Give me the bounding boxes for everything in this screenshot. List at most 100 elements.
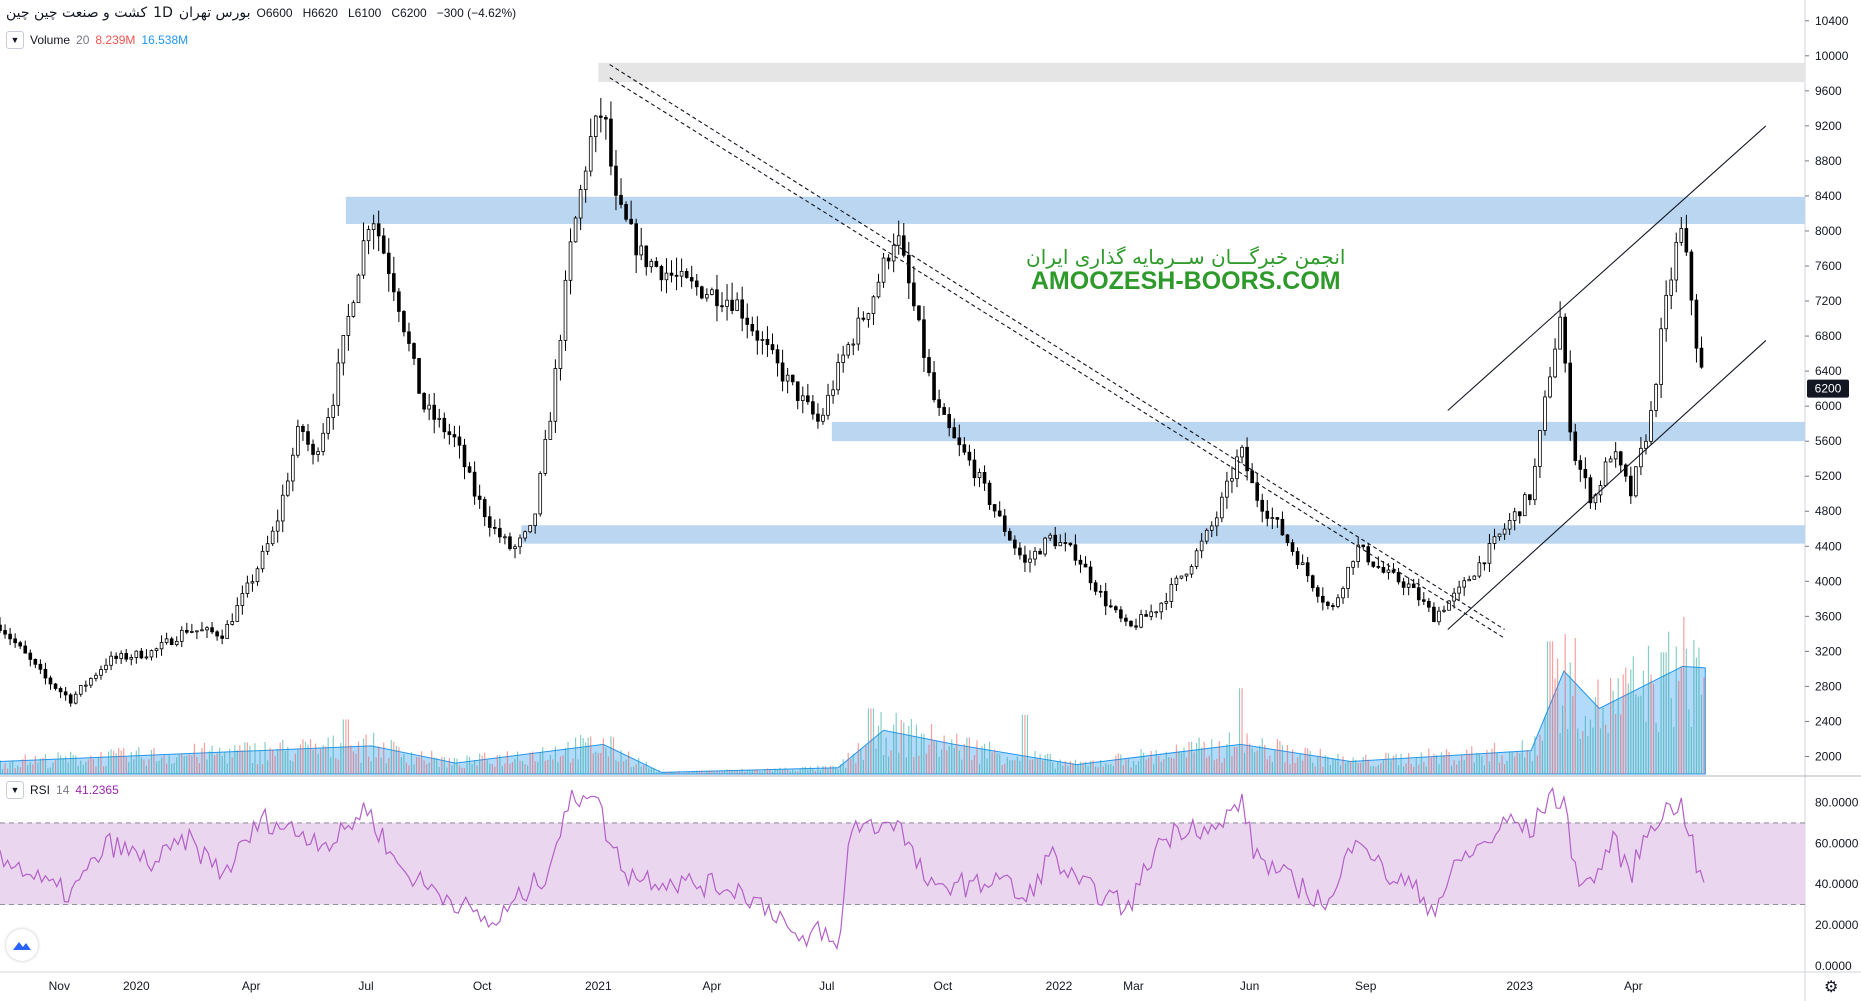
volume-bar	[1299, 753, 1301, 774]
volume-bar	[1246, 733, 1248, 774]
candle-body	[1634, 466, 1638, 497]
volume-bar	[1074, 759, 1077, 774]
volume-bar	[1266, 759, 1268, 774]
candle-body	[725, 299, 729, 307]
volume-bar	[1329, 764, 1331, 774]
volume-bar	[847, 752, 849, 774]
volume-bar	[1690, 727, 1692, 774]
volume-bar	[746, 770, 748, 774]
candle-body	[543, 439, 548, 474]
volume-bar	[155, 761, 158, 774]
candle-body	[715, 289, 719, 307]
volume-bar	[860, 749, 862, 774]
gear-icon[interactable]: ⚙	[1824, 979, 1839, 996]
volume-bar	[941, 749, 943, 774]
volume-bar	[1286, 745, 1289, 774]
volume-bar	[153, 747, 155, 774]
volume-bar	[1317, 755, 1319, 774]
volume-bar	[1254, 752, 1256, 774]
volume-bar	[1453, 760, 1455, 774]
volume-bar	[741, 768, 743, 774]
candle-body	[684, 271, 689, 278]
candle-body	[1371, 561, 1376, 567]
volume-bar	[1486, 749, 1488, 774]
candle-body	[841, 354, 845, 363]
interval-label[interactable]: 1D	[153, 5, 173, 21]
candle-body	[977, 472, 982, 479]
candle-body	[1114, 606, 1118, 611]
volume-bar	[1544, 716, 1546, 774]
candle-body	[1043, 537, 1047, 555]
chevron-down-icon[interactable]: ▼	[6, 781, 24, 799]
volume-bar	[226, 763, 228, 774]
volume-bar	[569, 762, 572, 774]
candle-body	[1028, 558, 1032, 563]
candle-body	[770, 344, 775, 351]
volume-bar	[660, 773, 663, 774]
volume-bar	[1610, 677, 1612, 774]
volume-bar	[181, 753, 183, 774]
candle-body	[417, 358, 421, 394]
candle-body	[952, 427, 957, 439]
price-tick-label: 2000	[1815, 749, 1842, 763]
volume-bar	[443, 757, 445, 774]
rsi-tick-label: 0.0000	[1815, 959, 1852, 973]
chevron-down-icon[interactable]: ▼	[6, 31, 24, 49]
volume-bar	[1584, 716, 1586, 774]
volume-bar	[1607, 732, 1609, 774]
volume-bar	[118, 747, 120, 774]
candle-body	[1154, 611, 1159, 614]
volume-bar	[1294, 762, 1296, 774]
volume-bar	[251, 762, 254, 774]
volume-bar	[559, 756, 562, 774]
volume-bar	[978, 763, 981, 774]
volume-bar	[1155, 750, 1157, 774]
volume-bar	[322, 744, 324, 774]
volume-bar	[299, 744, 302, 774]
candle-body	[705, 294, 709, 299]
candle-body	[1002, 515, 1007, 532]
candle-body	[245, 582, 250, 594]
candle-body	[780, 362, 785, 382]
volume-bar	[1574, 637, 1576, 774]
volume-bar	[607, 756, 609, 774]
candle-body	[285, 480, 290, 496]
volume-bar	[640, 766, 642, 774]
candle-body	[1674, 241, 1679, 281]
candle-body	[1194, 550, 1199, 567]
candle-body	[558, 339, 563, 369]
candle-body	[149, 650, 154, 658]
candle-body	[311, 443, 315, 455]
volume-bar	[302, 739, 304, 774]
volume-bar	[0, 759, 1, 774]
rsi-line	[0, 786, 1705, 951]
candle-body	[1482, 562, 1487, 565]
symbol-name[interactable]: کشت و صنعت چین چین	[6, 5, 148, 21]
volume-bar	[744, 771, 746, 774]
volume-bar	[976, 740, 978, 774]
volume-bar	[9, 762, 11, 774]
price-tick-label: 2800	[1815, 679, 1842, 693]
candle-body	[1073, 544, 1078, 561]
volume-bar	[307, 744, 309, 774]
candle-body	[583, 170, 588, 190]
volume-bar	[1281, 744, 1284, 774]
volume-bar	[201, 747, 203, 774]
candle-body	[1058, 542, 1063, 547]
candle-body	[200, 629, 204, 632]
candle-body	[957, 437, 962, 446]
candle-body	[785, 374, 790, 382]
candle-body	[280, 494, 285, 522]
volume-bar	[85, 761, 87, 774]
candle-body	[538, 473, 543, 515]
volume-bar	[872, 708, 875, 774]
volume-bar	[186, 755, 188, 774]
volume-bar	[1160, 761, 1162, 774]
candle-body	[84, 684, 88, 687]
volume-bar	[423, 760, 425, 774]
tradingview-logo-icon[interactable]	[6, 929, 38, 961]
volume-length: 20	[76, 33, 90, 47]
volume-bar	[988, 741, 991, 774]
candle-body	[664, 272, 669, 281]
